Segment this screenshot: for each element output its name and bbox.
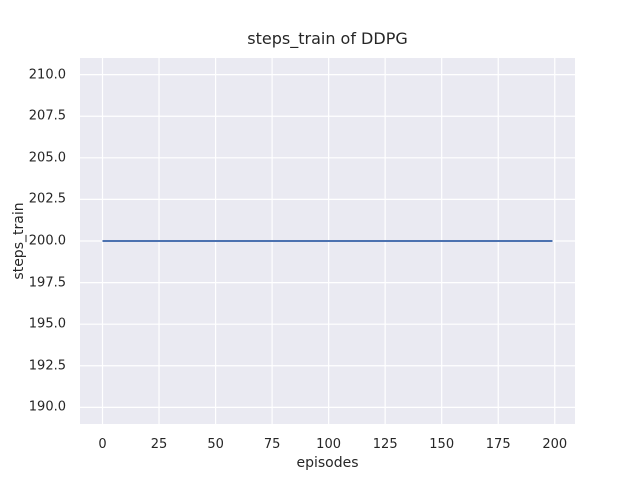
x-tick-label: 75 [263,437,281,452]
x-tick-label: 175 [485,437,511,452]
chart-title: steps_train of DDPG [247,29,408,48]
y-tick-label: 210.0 [28,67,66,83]
plot-area [80,58,575,424]
x-tick-label: 125 [372,437,398,452]
plot-canvas [80,58,575,424]
y-tick-label: 200.0 [28,233,66,249]
x-axis-label: episodes [296,455,359,471]
x-tick-label: 25 [150,437,168,452]
y-tick-label: 190.0 [28,399,66,415]
y-tick-label: 197.5 [28,275,66,291]
y-tick-label: 207.5 [28,108,66,124]
y-tick-labels: 190.0 192.5 195.0 197.5 200.0 202.5 205.0 207.5… [0,58,66,424]
x-tick-labels: 0 25 50 75 100 125 150 175 200 [80,437,575,453]
y-tick-label: 202.5 [28,191,66,207]
x-tick-label: 50 [207,437,224,452]
x-tick-label: 100 [316,437,342,452]
y-tick-label: 205.0 [28,150,66,166]
x-tick-label: 150 [429,437,455,452]
x-tick-label: 200 [542,437,568,452]
y-tick-label: 195.0 [28,316,66,332]
x-tick-label: 0 [98,437,107,452]
y-tick-label: 192.5 [28,358,66,374]
